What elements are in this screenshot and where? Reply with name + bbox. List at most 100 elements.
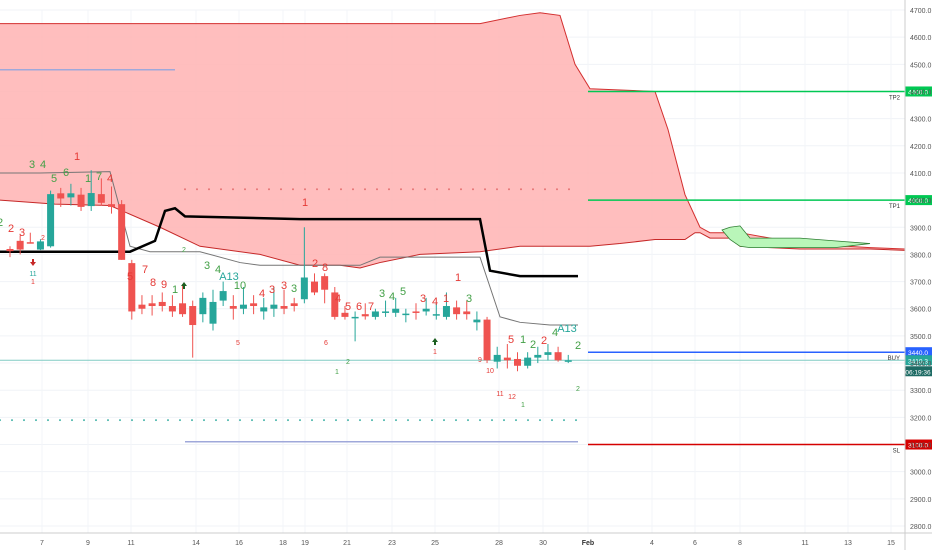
candle[interactable] <box>554 346 562 362</box>
candle[interactable] <box>544 344 552 361</box>
candle[interactable] <box>311 273 318 296</box>
candle[interactable] <box>199 292 207 323</box>
td-label: 10 <box>234 280 246 292</box>
candle[interactable] <box>47 190 55 248</box>
dotted-level-dot <box>292 188 294 191</box>
candle[interactable] <box>402 308 410 323</box>
candle[interactable] <box>97 178 105 206</box>
td-label: 4 <box>107 173 113 185</box>
candle[interactable] <box>6 246 14 258</box>
candle[interactable] <box>371 308 379 320</box>
candle[interactable] <box>219 281 227 307</box>
candle[interactable] <box>341 306 349 320</box>
candle[interactable] <box>432 303 440 320</box>
td-label: A13 <box>219 271 239 283</box>
dotted-level-dot <box>527 419 529 422</box>
candle[interactable] <box>321 273 329 304</box>
candle[interactable] <box>87 170 95 211</box>
candle[interactable] <box>36 239 44 251</box>
candle[interactable] <box>493 346 501 369</box>
candle[interactable] <box>77 187 85 211</box>
candle-body <box>229 306 237 309</box>
candle[interactable] <box>453 300 461 320</box>
candle[interactable] <box>67 183 75 206</box>
candle[interactable] <box>514 352 521 372</box>
candle-body <box>16 240 24 250</box>
td-label: 6 <box>324 340 328 347</box>
candle[interactable] <box>179 284 187 317</box>
dotted-level-dot <box>275 419 277 422</box>
dotted-level-dot <box>443 419 445 422</box>
candle[interactable] <box>331 287 339 320</box>
td-label: 1 <box>85 173 91 185</box>
candle[interactable] <box>534 346 542 364</box>
candle-body <box>108 204 115 207</box>
candle-body <box>412 311 420 313</box>
dotted-level-dot <box>35 419 37 422</box>
td-label: 2 <box>8 223 14 235</box>
td-label: 4 <box>432 296 438 308</box>
candle[interactable] <box>229 295 237 320</box>
candle[interactable] <box>412 303 420 320</box>
candle[interactable] <box>138 295 146 315</box>
candle[interactable] <box>463 300 471 320</box>
td-label: 1 <box>521 402 525 409</box>
candle-body <box>6 248 14 252</box>
dotted-level-dot <box>491 419 493 422</box>
candle[interactable] <box>108 186 115 214</box>
candle-body <box>179 303 187 315</box>
candle[interactable] <box>524 352 532 369</box>
candle-body <box>321 276 329 290</box>
candle[interactable] <box>300 227 308 304</box>
candle[interactable] <box>422 297 430 316</box>
candle[interactable] <box>270 287 278 317</box>
candle[interactable] <box>16 235 24 255</box>
candle[interactable] <box>382 300 390 317</box>
x-tick-label: 11 <box>801 540 808 547</box>
x-tick-label: Feb <box>582 540 594 547</box>
dotted-level-dot <box>119 419 121 422</box>
candle-body <box>382 311 390 313</box>
x-tick-label: 15 <box>887 540 895 547</box>
dotted-level-dot <box>251 419 253 422</box>
candle[interactable] <box>564 354 572 364</box>
candle[interactable] <box>361 303 369 320</box>
candle-body <box>534 354 542 358</box>
candle[interactable] <box>442 292 450 320</box>
dotted-level-dot <box>575 419 577 422</box>
candlesticks[interactable] <box>6 170 572 372</box>
candle[interactable] <box>290 297 298 312</box>
td-label: 4 <box>389 291 395 303</box>
candle[interactable] <box>168 295 176 317</box>
dotted-level-dot <box>347 419 349 422</box>
dotted-level-dot <box>244 188 246 191</box>
td-label: 7 <box>368 301 374 313</box>
candle[interactable] <box>351 311 359 342</box>
td-sequential-annotations: 3456711223457891234A13101112345612312345… <box>0 151 581 409</box>
candle[interactable] <box>239 287 247 315</box>
candle[interactable] <box>250 295 258 315</box>
candle[interactable] <box>158 292 166 312</box>
dotted-level-dot <box>107 419 109 422</box>
candle[interactable] <box>189 300 197 358</box>
candle[interactable] <box>392 297 400 317</box>
level-label-bg <box>905 86 932 97</box>
candle[interactable] <box>57 187 65 207</box>
candle[interactable] <box>503 344 511 369</box>
candle[interactable] <box>260 297 268 320</box>
candle[interactable] <box>128 259 136 320</box>
candle[interactable] <box>118 200 126 260</box>
dotted-level-dot <box>184 188 186 191</box>
candle[interactable] <box>26 232 34 244</box>
candle[interactable] <box>148 295 156 316</box>
candle[interactable] <box>483 316 491 364</box>
candle-body <box>442 306 450 317</box>
td-label: 2 <box>0 217 3 229</box>
dotted-level-dot <box>256 188 258 191</box>
td-label: 11 <box>29 271 36 278</box>
dotted-level-dot <box>232 188 234 191</box>
candle[interactable] <box>280 289 288 315</box>
candle[interactable] <box>473 311 481 331</box>
candle[interactable] <box>209 289 217 331</box>
